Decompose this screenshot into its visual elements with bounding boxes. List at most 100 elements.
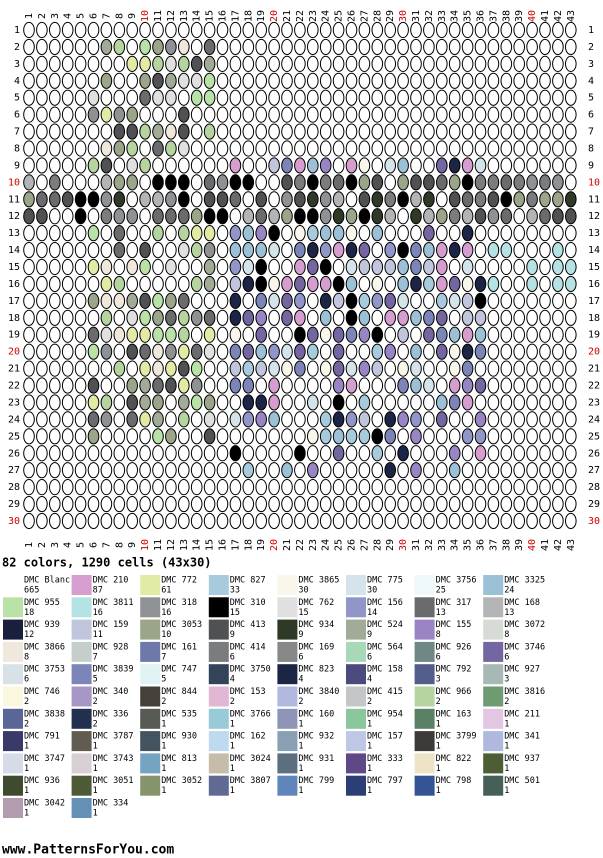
bead	[165, 208, 177, 225]
bead	[371, 174, 384, 191]
bead	[539, 360, 551, 377]
legend-count: 3	[436, 675, 441, 685]
bead	[294, 123, 306, 140]
legend-name: DMC 341	[504, 732, 540, 742]
bead	[500, 157, 513, 174]
bead	[436, 38, 448, 56]
bead	[190, 445, 203, 462]
legend-swatch	[277, 753, 298, 774]
bead	[165, 512, 177, 530]
legend-name: DMC 535	[161, 709, 197, 719]
bead	[203, 21, 216, 39]
bead	[49, 258, 61, 276]
bead	[216, 208, 229, 225]
bead	[87, 275, 100, 293]
bead	[139, 106, 151, 123]
bead	[487, 360, 500, 377]
bead	[461, 479, 474, 496]
row-label: 8	[14, 144, 20, 155]
bead	[526, 208, 538, 225]
bead	[448, 208, 461, 225]
bead	[165, 38, 177, 56]
legend-swatch	[277, 664, 298, 685]
bead	[345, 174, 358, 191]
bead	[474, 89, 487, 106]
bead	[384, 106, 397, 123]
bead	[229, 343, 242, 360]
legend-swatch	[414, 664, 435, 685]
bead	[61, 38, 74, 56]
bead	[74, 55, 87, 72]
bead	[113, 258, 126, 276]
bead	[165, 462, 177, 479]
bead	[281, 275, 293, 293]
bead	[255, 106, 268, 123]
legend-swatch	[208, 731, 229, 752]
bead	[448, 72, 461, 89]
bead	[461, 38, 474, 56]
bead	[216, 394, 229, 411]
bead	[410, 208, 422, 225]
bead	[139, 495, 151, 513]
bead	[242, 360, 255, 377]
bead	[307, 462, 319, 479]
bead	[294, 309, 306, 326]
legend-swatch	[346, 619, 366, 640]
bead	[268, 445, 280, 462]
bead	[332, 241, 345, 259]
bead	[539, 208, 551, 225]
legend-count: 1	[230, 764, 235, 774]
bead	[61, 174, 74, 191]
legend-swatch	[208, 619, 229, 640]
bead	[268, 495, 280, 513]
bead	[242, 55, 255, 72]
bead	[165, 428, 177, 445]
legend-name: DMC 3743	[93, 754, 134, 764]
legend-swatch	[277, 575, 298, 595]
bead	[242, 208, 255, 225]
column-label: 38	[501, 10, 512, 22]
bead	[242, 72, 255, 89]
bead	[513, 360, 526, 377]
bead	[126, 72, 138, 89]
column-label: 41	[540, 10, 551, 22]
legend-swatch	[483, 641, 504, 662]
bead	[565, 258, 577, 276]
bead	[23, 174, 35, 191]
bead	[152, 21, 164, 39]
bead	[384, 208, 397, 225]
bead	[242, 191, 255, 208]
bead	[487, 394, 500, 411]
bead	[281, 191, 293, 208]
bead	[113, 343, 126, 360]
bead	[436, 394, 448, 411]
bead	[229, 292, 242, 309]
bead	[178, 157, 190, 174]
legend-count: 2	[298, 697, 303, 707]
bead	[74, 428, 87, 445]
legend-swatch	[140, 753, 161, 774]
bead	[410, 55, 422, 72]
bead	[384, 275, 397, 293]
bead	[513, 479, 526, 496]
bead	[190, 275, 203, 293]
bead	[319, 428, 332, 445]
bead	[410, 123, 422, 140]
bead	[423, 495, 435, 513]
bead	[139, 89, 151, 106]
bead	[36, 72, 48, 89]
row-label: 2	[588, 42, 594, 53]
legend-swatch	[3, 575, 23, 595]
bead	[371, 512, 384, 530]
column-label: 11	[153, 10, 164, 22]
bead	[539, 241, 551, 259]
bead	[113, 191, 126, 208]
bead	[448, 106, 461, 123]
legend-name: DMC 762	[298, 598, 334, 608]
bead	[436, 411, 448, 428]
bead	[113, 55, 126, 72]
column-label: 32	[424, 10, 435, 22]
bead	[307, 140, 319, 157]
bead	[36, 292, 48, 309]
bead	[203, 258, 216, 276]
